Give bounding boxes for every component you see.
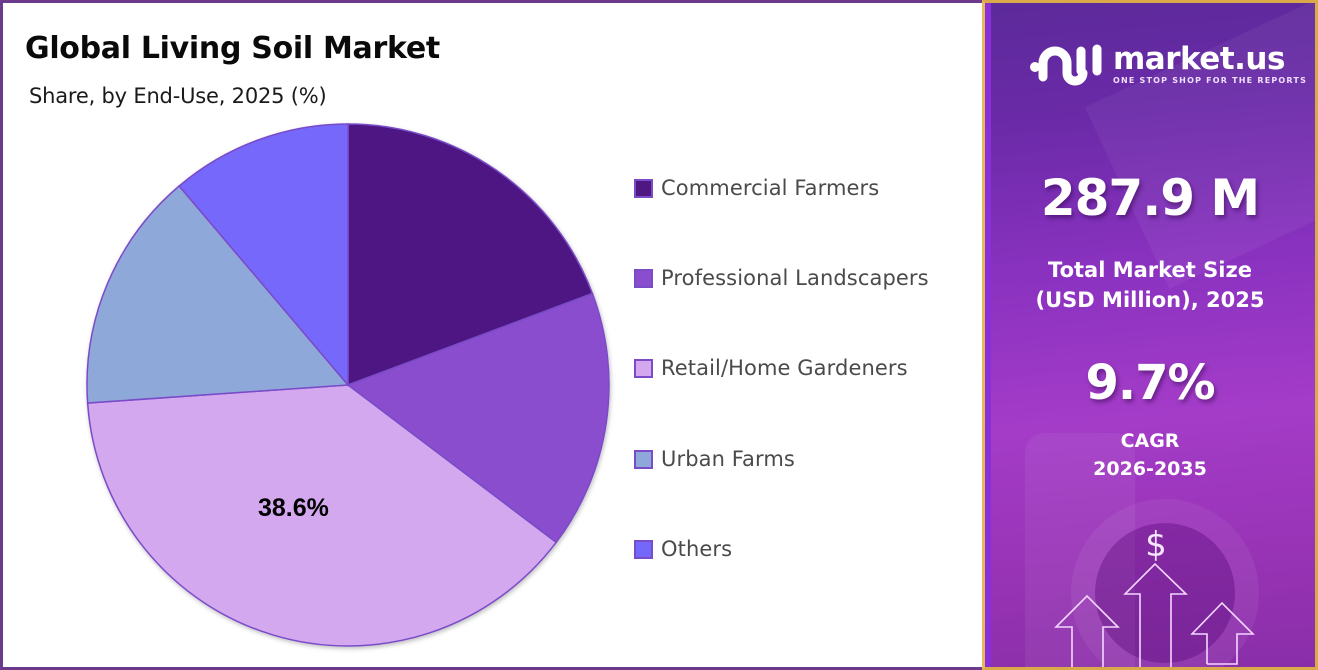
background-decoration [1025, 433, 1135, 667]
pie-slice-professional-landscapers [346, 292, 610, 544]
chart-subtitle: Share, by End-Use, 2025 (%) [29, 84, 327, 108]
legend-item-urban-farms: Urban Farms [634, 447, 795, 471]
pie-slice-commercial-farmers [347, 123, 594, 387]
legend-label: Others [661, 537, 733, 561]
summary-sidebar: market.us ONE STOP SHOP FOR THE REPORTS … [982, 0, 1318, 670]
legend-label: Urban Farms [661, 447, 795, 471]
legend-label: Retail/Home Gardeners [661, 356, 908, 380]
legend-item-professional-landscapers: Professional Landscapers [634, 266, 929, 290]
cagr-caption-line1: CAGR [1120, 430, 1180, 452]
brand-tagline: ONE STOP SHOP FOR THE REPORTS [1113, 76, 1308, 85]
brand-name: market.us [1113, 41, 1285, 77]
legend-swatch [634, 358, 653, 378]
growth-arrows-icon: $ [1054, 525, 1255, 667]
pie-slice-urban-farms [86, 184, 350, 404]
market-size-value: 287.9 M [1040, 169, 1260, 227]
market-size-caption-line1: Total Market Size [1048, 258, 1252, 282]
pie-slice-others [178, 123, 349, 388]
legend-label: Commercial Farmers [661, 176, 880, 200]
legend-swatch [634, 178, 653, 198]
market-size-caption-line2: (USD Million), 2025 [1035, 288, 1265, 312]
dollar-icon: $ [1145, 525, 1167, 565]
cagr-caption: CAGR 2026-2035 [985, 427, 1315, 483]
pie-slice-retail-home-gardeners [86, 384, 558, 647]
legend-label: Professional Landscapers [661, 266, 929, 290]
pie-chart [86, 123, 610, 647]
background-decoration [1095, 523, 1235, 663]
sidebar-accent-stripe [985, 3, 991, 667]
legend-swatch [634, 449, 653, 469]
legend-swatch [634, 268, 653, 288]
market-size-caption: Total Market Size (USD Million), 2025 [985, 255, 1315, 315]
pie-slice-label-retail: 38.6% [258, 494, 329, 522]
market-us-logo-icon [1030, 44, 1102, 86]
chart-title: Global Living Soil Market [25, 31, 440, 66]
cagr-value: 9.7% [1085, 355, 1215, 411]
legend-item-commercial-farmers: Commercial Farmers [634, 176, 879, 200]
legend-item-others: Others [634, 537, 732, 561]
cagr-caption-line2: 2026-2035 [1093, 458, 1207, 480]
legend-swatch [634, 539, 653, 559]
brand-logo: market.us ONE STOP SHOP FOR THE REPORTS [1029, 39, 1307, 89]
legend-item-retail-home-gardeners: Retail/Home Gardeners [634, 356, 908, 380]
